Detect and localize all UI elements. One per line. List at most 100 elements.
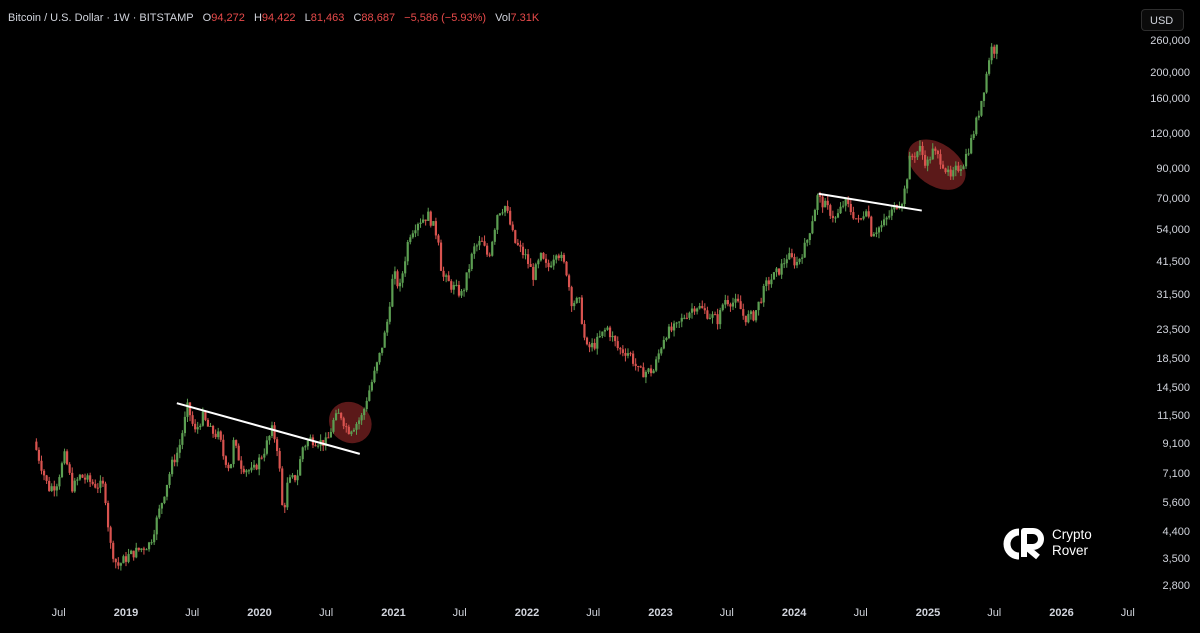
- candle-body: [511, 224, 514, 231]
- candle-body: [885, 217, 888, 220]
- price-tick-label: 54,000: [1156, 224, 1190, 237]
- candle: [552, 254, 555, 270]
- candle: [245, 469, 248, 477]
- candle-body: [386, 321, 389, 333]
- candle: [655, 356, 658, 373]
- candle: [183, 411, 187, 437]
- candle-body: [398, 282, 402, 287]
- candle: [908, 151, 911, 180]
- candle: [496, 214, 499, 235]
- candle-body: [614, 335, 617, 342]
- candle-body: [754, 310, 758, 321]
- candle-body: [665, 338, 668, 340]
- candle: [114, 558, 117, 569]
- candle-body: [240, 460, 243, 469]
- candle: [760, 297, 763, 304]
- candle-body: [424, 219, 427, 221]
- candle-body: [480, 240, 484, 242]
- candle: [824, 198, 827, 208]
- candle: [862, 211, 865, 221]
- candle: [206, 418, 210, 427]
- candle: [455, 279, 458, 287]
- candle-body: [593, 342, 596, 349]
- candle-body: [575, 297, 578, 303]
- candle: [191, 411, 194, 427]
- candle: [583, 320, 586, 341]
- candle-body: [652, 370, 655, 374]
- candle: [109, 525, 112, 549]
- candle-body: [183, 416, 187, 434]
- candle: [719, 307, 722, 329]
- candle: [621, 345, 624, 357]
- candle-body: [58, 477, 61, 487]
- candle: [204, 410, 207, 422]
- candle-body: [903, 188, 906, 204]
- candle: [813, 208, 817, 222]
- trendline[interactable]: [818, 192, 922, 212]
- candle: [345, 422, 348, 433]
- price-tick-label: 260,000: [1150, 35, 1190, 47]
- candle-body: [142, 548, 146, 550]
- candle: [304, 444, 307, 451]
- candle-body: [137, 547, 140, 550]
- candle-body: [211, 425, 215, 434]
- candle: [754, 310, 758, 323]
- candle-body: [301, 447, 304, 460]
- watermark-line-1: Crypto: [1052, 527, 1092, 542]
- candle-body: [795, 261, 799, 266]
- candle-body: [757, 301, 760, 311]
- currency-button[interactable]: USD: [1141, 9, 1184, 31]
- candle: [867, 205, 870, 219]
- candle: [980, 100, 983, 117]
- candle: [509, 207, 512, 226]
- candle: [73, 477, 76, 493]
- candle: [790, 248, 793, 259]
- candle-body: [491, 241, 494, 256]
- candle-body: [414, 230, 417, 234]
- candle: [713, 311, 717, 316]
- candle-body: [608, 327, 612, 338]
- candle: [278, 447, 281, 472]
- candle-body: [606, 327, 609, 330]
- candle: [357, 417, 361, 430]
- candle: [60, 461, 64, 479]
- candle: [526, 249, 530, 269]
- candle: [967, 148, 970, 156]
- candle: [327, 431, 330, 439]
- candle: [58, 474, 61, 490]
- candle: [783, 258, 786, 269]
- time-tick-label: 2019: [113, 607, 139, 619]
- candle-body: [580, 297, 583, 324]
- candle-body: [547, 262, 550, 268]
- candle: [506, 200, 509, 214]
- candle-body: [964, 153, 968, 167]
- candle: [147, 541, 151, 552]
- candle: [675, 321, 678, 328]
- candle: [826, 195, 829, 210]
- candle-body: [447, 275, 450, 282]
- candle-body: [672, 323, 676, 331]
- candle: [806, 239, 809, 247]
- candle-body: [99, 480, 102, 488]
- candle-body: [165, 484, 169, 497]
- candle: [414, 224, 417, 238]
- candle: [83, 473, 87, 484]
- candle-body: [250, 467, 253, 471]
- candle-body: [995, 44, 998, 54]
- candle-body: [71, 472, 74, 492]
- candle: [232, 437, 235, 468]
- candle-body: [667, 326, 671, 339]
- trendline[interactable]: [176, 402, 361, 455]
- candle: [493, 228, 496, 245]
- candle: [283, 502, 286, 513]
- candle: [222, 434, 225, 460]
- candle-body: [780, 263, 783, 275]
- candle: [857, 214, 860, 223]
- candle: [547, 259, 550, 272]
- candle-body: [209, 425, 212, 427]
- time-tick-label: 2024: [781, 607, 807, 619]
- candle: [923, 150, 927, 169]
- candle-body: [793, 256, 796, 266]
